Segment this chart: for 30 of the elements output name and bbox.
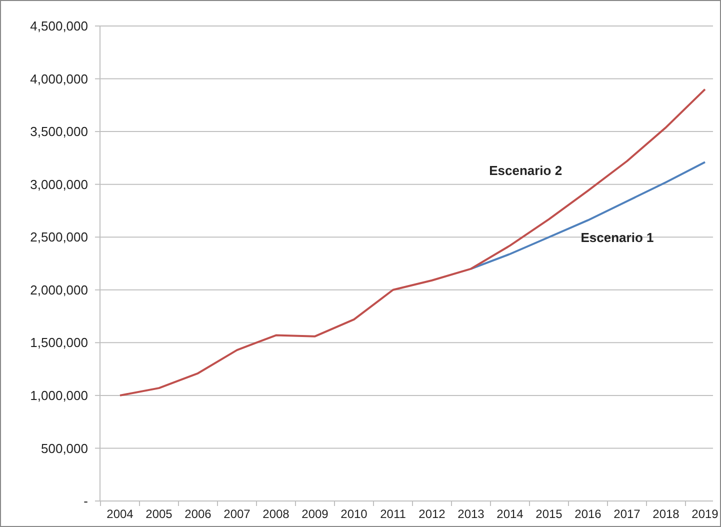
y-tick-label: 500,000 xyxy=(41,440,88,456)
x-tick-label: 2015 xyxy=(536,507,563,521)
x-tick-label: 2008 xyxy=(262,507,290,521)
x-tick-label: 2018 xyxy=(652,507,680,521)
series-label: Escenario 1 xyxy=(580,230,654,246)
y-tick-label: 2,500,000 xyxy=(30,230,88,245)
x-tick-label: 2005 xyxy=(146,507,173,521)
y-tick-label: 3,500,000 xyxy=(30,124,88,140)
line-series xyxy=(119,88,706,396)
y-tick-label: 1,000,000 xyxy=(30,388,88,403)
x-tick-label: 2017 xyxy=(614,507,641,521)
x-tick-label: 2006 xyxy=(184,507,212,521)
x-tick-label: 2011 xyxy=(380,507,406,521)
x-tick-label: 2016 xyxy=(574,507,602,521)
x-tick-label: 2010 xyxy=(340,507,368,521)
y-tick-label: 1,500,000 xyxy=(30,335,88,350)
x-tick-label: 2004 xyxy=(106,507,134,521)
x-tick-label: 2014 xyxy=(496,507,524,521)
x-tick-label: 2019 xyxy=(692,507,719,521)
x-tick-label: 2012 xyxy=(418,507,446,521)
y-tick-label: 3,000,000 xyxy=(30,176,88,192)
y-tick-label: 2,000,000 xyxy=(30,282,88,298)
series-label: Escenario 2 xyxy=(489,163,562,178)
x-tick-label: 2013 xyxy=(458,507,485,521)
line-series xyxy=(470,161,706,270)
x-tick-label: 2009 xyxy=(302,507,329,521)
y-tick-label: 4,500,000 xyxy=(30,18,88,34)
x-tick-label: 2007 xyxy=(224,507,251,521)
y-tick-label: 4,000,000 xyxy=(30,71,88,86)
y-tick-label: - xyxy=(84,494,88,509)
